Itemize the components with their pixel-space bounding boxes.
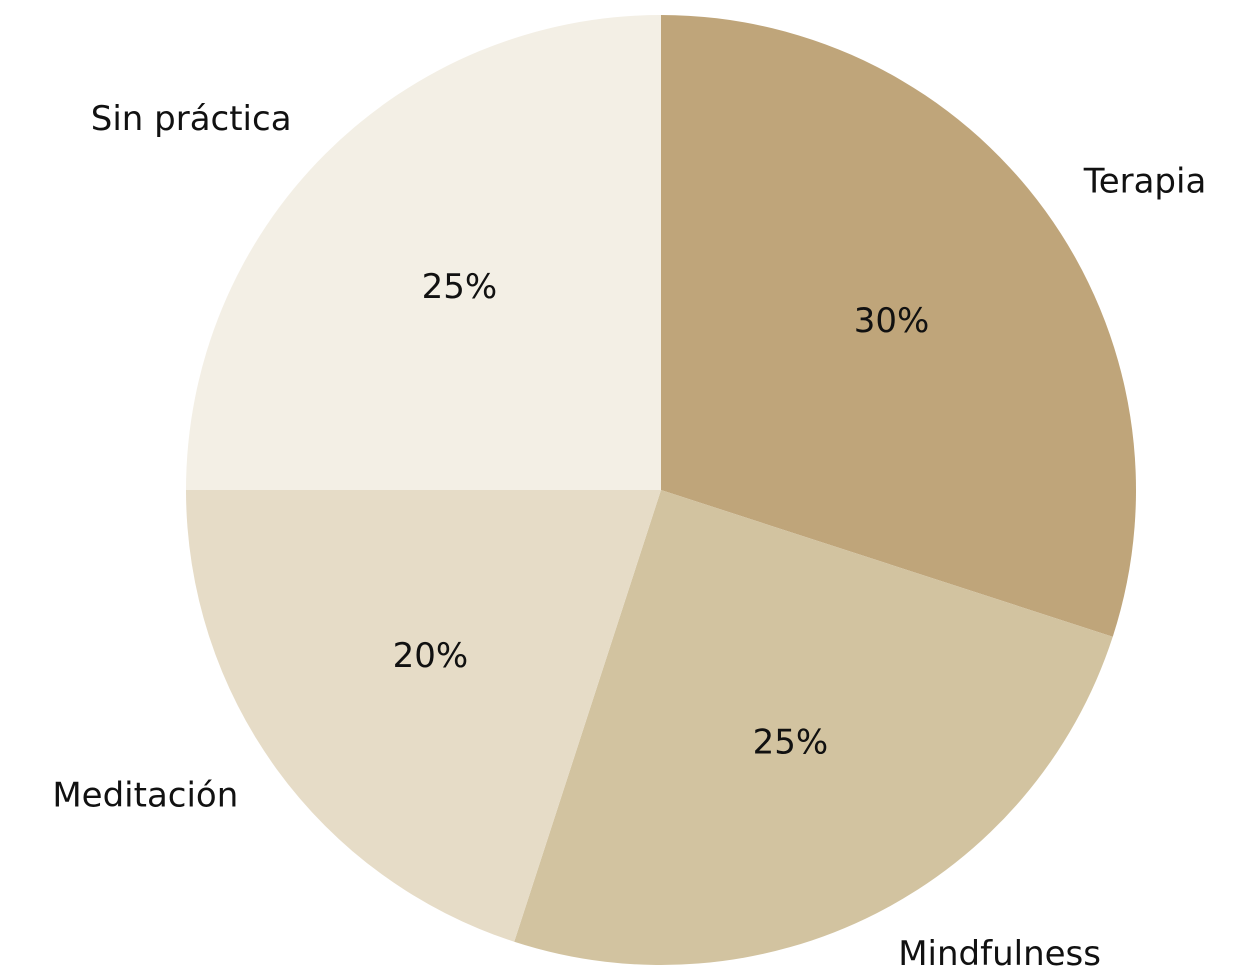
slice-label: Mindfulness	[898, 934, 1101, 968]
slice-label: Meditación	[52, 776, 238, 816]
pie-slice	[514, 490, 1113, 965]
pie-slice	[186, 15, 661, 490]
value-label: 30%	[854, 301, 930, 341]
value-label: 25%	[753, 722, 829, 762]
value-label: 20%	[393, 636, 469, 676]
slice-label: Terapia	[1083, 161, 1207, 201]
pie-slice	[186, 490, 661, 942]
slice-label: Sin práctica	[91, 99, 292, 139]
value-label: 25%	[422, 267, 498, 307]
pie-slice	[661, 15, 1136, 637]
